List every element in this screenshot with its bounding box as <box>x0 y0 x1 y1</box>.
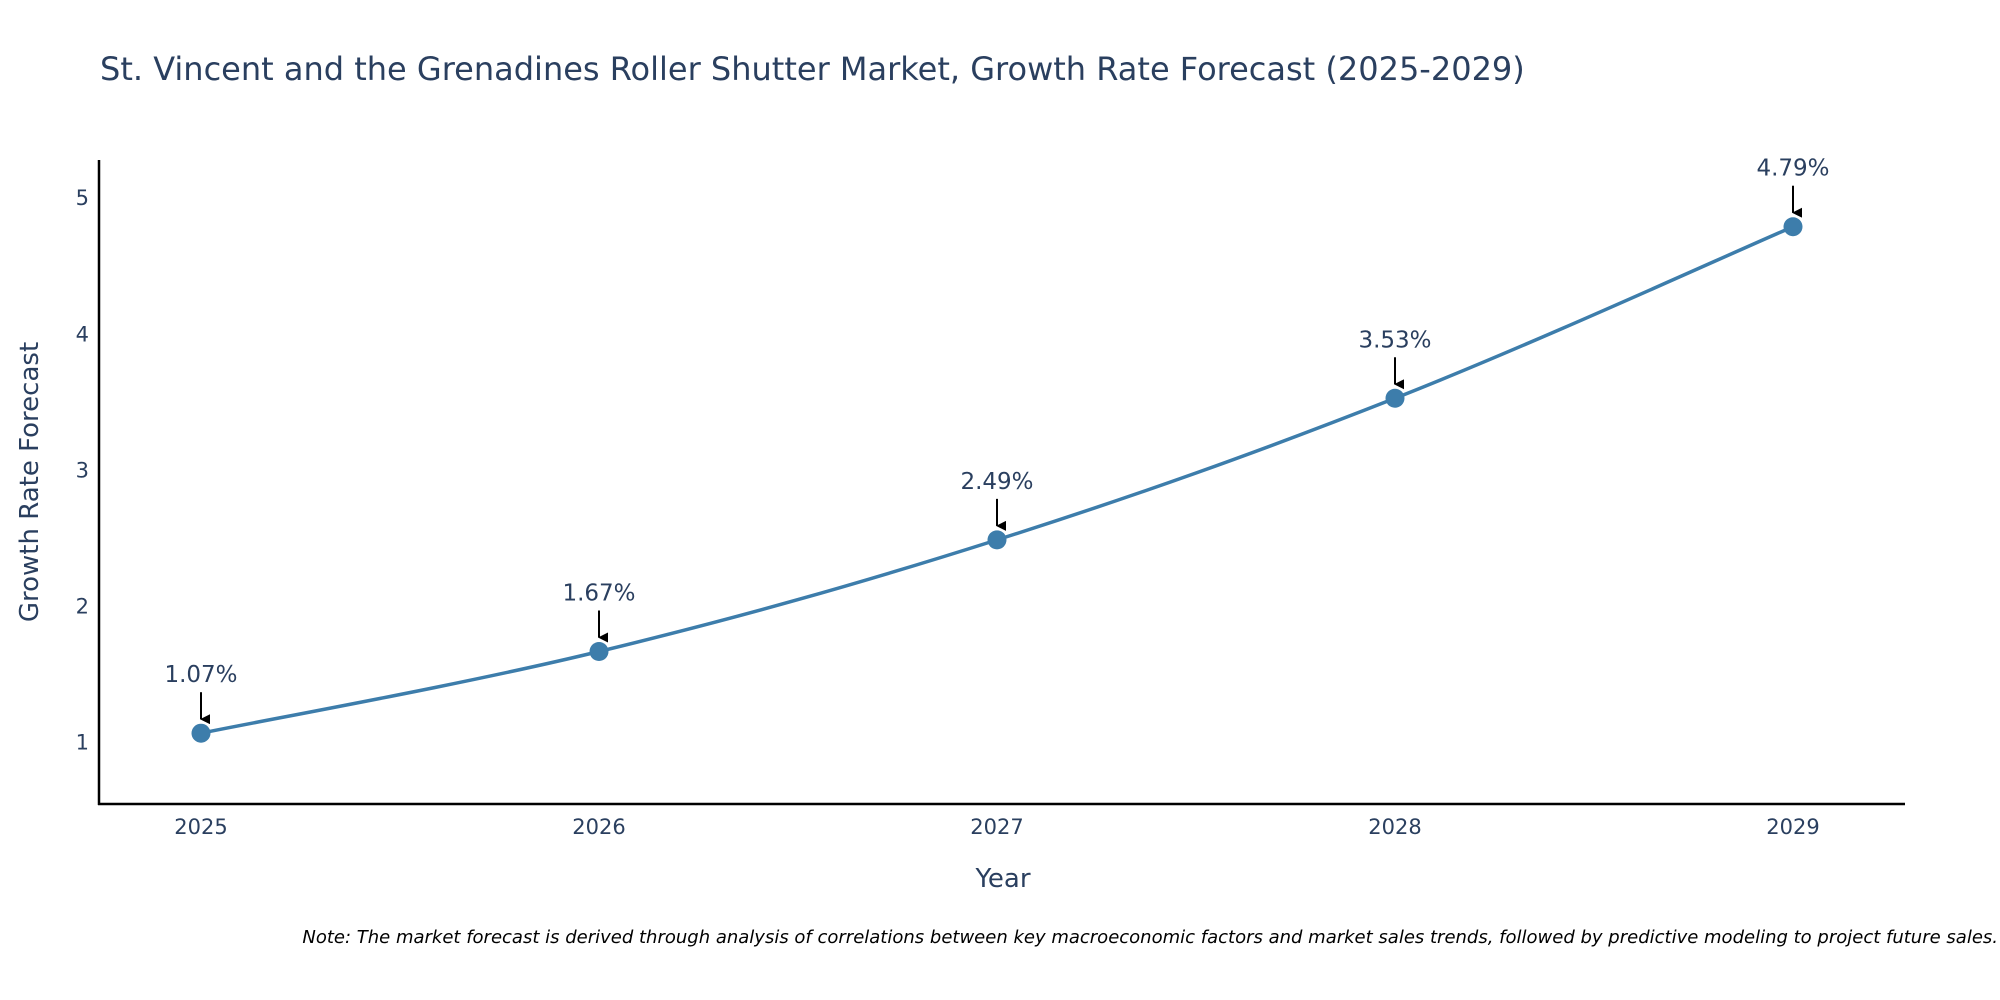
y-tick-label: 1 <box>76 731 89 755</box>
y-tick-label: 3 <box>76 458 89 482</box>
chart-title: St. Vincent and the Grenadines Roller Sh… <box>100 50 1525 88</box>
x-tick-label: 2026 <box>572 815 625 839</box>
data-point <box>589 642 609 662</box>
chart-note: Note: The market forecast is derived thr… <box>302 927 1998 948</box>
y-axis-title: Growth Rate Forecast <box>15 342 45 622</box>
y-tick-label: 4 <box>76 322 89 346</box>
x-tick-label: 2025 <box>174 815 227 839</box>
y-tick-label: 5 <box>76 186 89 210</box>
data-label: 1.67% <box>562 581 635 607</box>
x-tick-label: 2027 <box>970 815 1023 839</box>
x-tick-label: 2029 <box>1766 815 1819 839</box>
data-label: 3.53% <box>1358 327 1431 353</box>
data-point <box>1783 217 1803 237</box>
data-label: 2.49% <box>960 469 1033 495</box>
data-point <box>191 723 211 743</box>
data-label: 4.79% <box>1756 156 1829 182</box>
data-point <box>987 530 1007 550</box>
x-axis-title: Year <box>974 864 1030 894</box>
data-label: 1.07% <box>164 662 237 688</box>
y-tick-label: 2 <box>76 595 89 619</box>
y-axis-ticks: 1 2 3 4 5 <box>76 186 89 755</box>
plot-area: 1.07% 1.67% 2.49% 3.53% 4.79% <box>164 156 1830 743</box>
x-axis-ticks: 2025 2026 2027 2028 2029 <box>174 815 1819 839</box>
data-point <box>1385 388 1405 408</box>
x-tick-label: 2028 <box>1368 815 1421 839</box>
